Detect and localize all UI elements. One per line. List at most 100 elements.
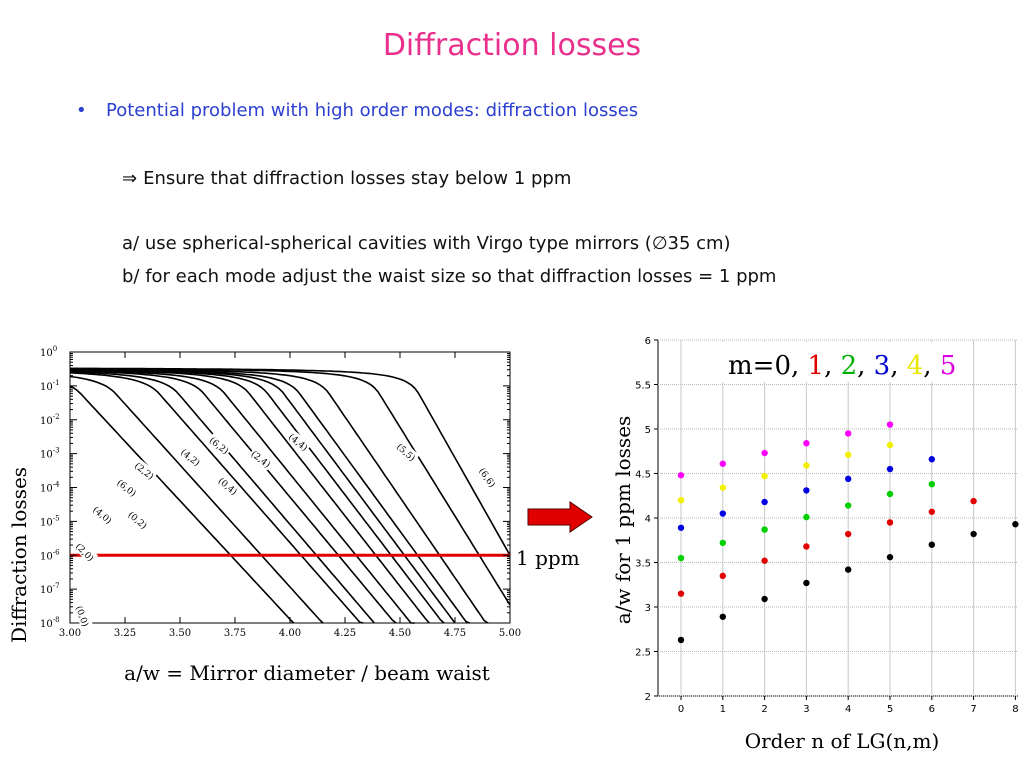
data-point [970, 497, 977, 505]
data-point [886, 490, 894, 498]
data-point [886, 441, 894, 449]
data-point [761, 526, 768, 533]
curve-label-bg [114, 475, 141, 500]
loss-curve [69, 371, 375, 624]
y-tick-label: 4.5 [635, 470, 651, 481]
ensure-line: ⇒ Ensure that diffraction losses stay bel… [122, 168, 571, 189]
data-point [719, 572, 726, 580]
legend-entry: 2 [841, 351, 858, 381]
x-tick-label: 3.25 [114, 628, 136, 639]
right-arrow-icon [527, 501, 593, 533]
data-point [677, 497, 685, 504]
x-tick-label: 3.50 [169, 628, 191, 639]
left-chart-xlabel: a/w = Mirror diameter / beam waist [124, 661, 490, 685]
y-tick-label: 5.5 [635, 381, 651, 392]
right-chart-ylabel: a/w for 1 ppm losses [611, 416, 635, 625]
curve-label-bg [125, 507, 152, 532]
option-b-line: b/ for each mode adjust the waist size s… [122, 266, 777, 287]
curve-label-bg [393, 439, 420, 465]
x-tick-label: 4 [845, 704, 851, 715]
x-tick-label: 0 [678, 704, 684, 715]
loss-curve [69, 370, 397, 624]
left-chart-ylabel: Diffraction losses [7, 467, 31, 643]
data-point [719, 460, 726, 467]
data-point [845, 451, 852, 459]
x-tick-label: 2 [761, 704, 767, 715]
data-point [677, 524, 685, 531]
data-point [803, 579, 810, 587]
legend-prefix: m=0, [728, 351, 808, 381]
y-tick-label: 10-8 [40, 616, 60, 630]
y-tick-label: 100 [40, 345, 57, 359]
curve-label-bg [215, 473, 242, 498]
y-tick-label: 3.5 [635, 559, 651, 570]
data-point [803, 440, 810, 447]
x-tick-label: 4.25 [334, 628, 356, 639]
y-tick-label: 10-7 [40, 582, 60, 596]
implies-icon: ⇒ [122, 168, 138, 189]
curve-label-bg [131, 458, 158, 483]
data-point [761, 557, 768, 564]
data-point [886, 421, 894, 428]
data-point [1012, 521, 1019, 528]
x-tick-label: 3 [803, 704, 809, 715]
x-tick-label: 4.00 [279, 628, 301, 639]
data-point [845, 530, 852, 538]
data-point [886, 553, 894, 561]
curve-label-bg [72, 538, 99, 565]
data-point [719, 539, 726, 547]
data-point [803, 487, 810, 494]
legend-entry: 4 [907, 351, 924, 381]
right-chart-xlabel: Order n of LG(n,m) [745, 729, 940, 753]
ensure-text: Ensure that diffraction losses stay belo… [143, 168, 572, 189]
y-tick-label: 6 [645, 336, 651, 347]
data-point [803, 513, 810, 521]
loss-curve [70, 367, 511, 556]
curve-label-bg [248, 446, 275, 471]
data-point [845, 502, 852, 509]
data-point [719, 484, 726, 491]
x-tick-label: 4.75 [444, 628, 466, 639]
loss-curve [69, 369, 415, 624]
data-point [761, 498, 768, 506]
curve-label-bg [177, 444, 205, 469]
data-point [719, 613, 726, 620]
y-tick-label: 10-5 [40, 514, 60, 528]
y-tick-label: 5 [645, 425, 651, 436]
data-point [803, 543, 810, 550]
data-point [845, 566, 852, 573]
data-point [677, 554, 685, 562]
aw-order-chart: 22.533.544.555.560 1 2 3 4 5 6 7 8 a/w for 1 ppm… [611, 336, 1019, 753]
x-tick-label: 8 [1012, 704, 1018, 715]
y-tick-label: 10-2 [40, 413, 60, 427]
x-tick-label: 4.50 [389, 628, 411, 639]
bullet-point: • Potential problem with high order modes… [76, 100, 638, 121]
x-tick-label: 3.75 [224, 628, 246, 639]
loss-curve [69, 372, 364, 624]
curve-label-bg [476, 463, 500, 491]
bullet-text: Potential problem with high order modes:… [106, 100, 639, 121]
x-tick-label: 7 [970, 704, 976, 715]
data-point [928, 508, 935, 515]
ppm-reference-label: 1 ppm [516, 546, 580, 570]
x-tick-label: 5.00 [499, 628, 521, 639]
data-point [886, 465, 894, 473]
data-point [677, 590, 685, 597]
x-tick-label: 5 [887, 704, 893, 715]
x-tick-label: 1 [720, 704, 726, 715]
data-point [803, 462, 810, 469]
data-point [677, 636, 685, 644]
legend-entry: 1 [808, 351, 825, 381]
legend-entry: 3 [874, 351, 891, 381]
curve-label-bg [285, 429, 312, 454]
bullet-dot-icon: • [76, 100, 87, 121]
diffraction-loss-chart: (0,0)(2,0)(4,0) (0,2)(6,0)(2,2)(0,4)(4,2)… [7, 345, 580, 685]
y-tick-label: 10-4 [40, 481, 60, 495]
data-point [845, 430, 852, 437]
curve-label-bg [206, 432, 233, 457]
data-point [761, 472, 768, 480]
data-point [928, 480, 935, 488]
data-point [886, 519, 894, 526]
y-tick-label: 3 [645, 603, 651, 614]
option-a-line: a/ use spherical-spherical cavities with… [122, 233, 731, 254]
